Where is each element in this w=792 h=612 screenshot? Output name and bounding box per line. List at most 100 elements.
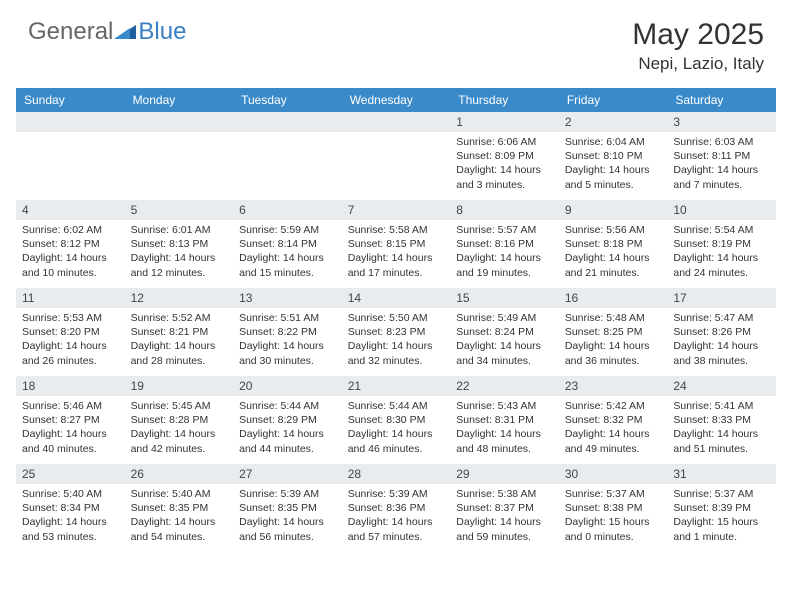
day-content: Sunrise: 6:01 AMSunset: 8:13 PMDaylight:… bbox=[125, 220, 234, 284]
calendar-row: 25Sunrise: 5:40 AMSunset: 8:34 PMDayligh… bbox=[16, 464, 776, 552]
day-content: Sunrise: 5:52 AMSunset: 8:21 PMDaylight:… bbox=[125, 308, 234, 372]
calendar-cell: 6Sunrise: 5:59 AMSunset: 8:14 PMDaylight… bbox=[233, 200, 342, 288]
weekday-header: Tuesday bbox=[233, 88, 342, 112]
day-content: Sunrise: 5:59 AMSunset: 8:14 PMDaylight:… bbox=[233, 220, 342, 284]
header: General Blue May 2025 Nepi, Lazio, Italy bbox=[0, 0, 792, 82]
day-number-bar: 3 bbox=[667, 112, 776, 132]
logo-text-2: Blue bbox=[138, 18, 186, 46]
day-content: Sunrise: 5:58 AMSunset: 8:15 PMDaylight:… bbox=[342, 220, 451, 284]
day-number-bar: 2 bbox=[559, 112, 668, 132]
calendar-cell: 5Sunrise: 6:01 AMSunset: 8:13 PMDaylight… bbox=[125, 200, 234, 288]
calendar-cell: 18Sunrise: 5:46 AMSunset: 8:27 PMDayligh… bbox=[16, 376, 125, 464]
calendar-cell: 10Sunrise: 5:54 AMSunset: 8:19 PMDayligh… bbox=[667, 200, 776, 288]
calendar-cell: 22Sunrise: 5:43 AMSunset: 8:31 PMDayligh… bbox=[450, 376, 559, 464]
calendar-cell: 14Sunrise: 5:50 AMSunset: 8:23 PMDayligh… bbox=[342, 288, 451, 376]
calendar-cell: 9Sunrise: 5:56 AMSunset: 8:18 PMDaylight… bbox=[559, 200, 668, 288]
logo-triangle-icon bbox=[114, 23, 136, 41]
location: Nepi, Lazio, Italy bbox=[632, 54, 764, 74]
title-block: May 2025 Nepi, Lazio, Italy bbox=[632, 18, 764, 74]
day-content: Sunrise: 5:39 AMSunset: 8:36 PMDaylight:… bbox=[342, 484, 451, 548]
calendar-row: 11Sunrise: 5:53 AMSunset: 8:20 PMDayligh… bbox=[16, 288, 776, 376]
day-number-bar: 10 bbox=[667, 200, 776, 220]
calendar-cell: 1Sunrise: 6:06 AMSunset: 8:09 PMDaylight… bbox=[450, 112, 559, 200]
day-number-bar: 1 bbox=[450, 112, 559, 132]
day-number-bar: 27 bbox=[233, 464, 342, 484]
calendar-cell: 15Sunrise: 5:49 AMSunset: 8:24 PMDayligh… bbox=[450, 288, 559, 376]
calendar-row: 1Sunrise: 6:06 AMSunset: 8:09 PMDaylight… bbox=[16, 112, 776, 200]
day-number-bar: 31 bbox=[667, 464, 776, 484]
day-content: Sunrise: 5:43 AMSunset: 8:31 PMDaylight:… bbox=[450, 396, 559, 460]
day-number-bar: 20 bbox=[233, 376, 342, 396]
day-number-bar: 15 bbox=[450, 288, 559, 308]
logo: General Blue bbox=[28, 18, 186, 46]
day-number-bar: 28 bbox=[342, 464, 451, 484]
calendar-cell: 30Sunrise: 5:37 AMSunset: 8:38 PMDayligh… bbox=[559, 464, 668, 552]
weekday-header: Thursday bbox=[450, 88, 559, 112]
day-content: Sunrise: 5:39 AMSunset: 8:35 PMDaylight:… bbox=[233, 484, 342, 548]
day-number-bar: 18 bbox=[16, 376, 125, 396]
weekday-header: Friday bbox=[559, 88, 668, 112]
day-content: Sunrise: 6:04 AMSunset: 8:10 PMDaylight:… bbox=[559, 132, 668, 196]
day-content: Sunrise: 5:38 AMSunset: 8:37 PMDaylight:… bbox=[450, 484, 559, 548]
calendar-cell: 31Sunrise: 5:37 AMSunset: 8:39 PMDayligh… bbox=[667, 464, 776, 552]
calendar-cell: 12Sunrise: 5:52 AMSunset: 8:21 PMDayligh… bbox=[125, 288, 234, 376]
calendar-cell: 20Sunrise: 5:44 AMSunset: 8:29 PMDayligh… bbox=[233, 376, 342, 464]
calendar-body: 1Sunrise: 6:06 AMSunset: 8:09 PMDaylight… bbox=[16, 112, 776, 552]
day-content: Sunrise: 5:51 AMSunset: 8:22 PMDaylight:… bbox=[233, 308, 342, 372]
day-number-bar: 19 bbox=[125, 376, 234, 396]
day-number-bar: 25 bbox=[16, 464, 125, 484]
day-content: Sunrise: 5:48 AMSunset: 8:25 PMDaylight:… bbox=[559, 308, 668, 372]
day-content: Sunrise: 5:57 AMSunset: 8:16 PMDaylight:… bbox=[450, 220, 559, 284]
weekday-header: Monday bbox=[125, 88, 234, 112]
calendar-cell: 16Sunrise: 5:48 AMSunset: 8:25 PMDayligh… bbox=[559, 288, 668, 376]
calendar-cell bbox=[342, 112, 451, 200]
day-number-bar: 14 bbox=[342, 288, 451, 308]
day-content: Sunrise: 5:49 AMSunset: 8:24 PMDaylight:… bbox=[450, 308, 559, 372]
calendar-cell: 27Sunrise: 5:39 AMSunset: 8:35 PMDayligh… bbox=[233, 464, 342, 552]
day-content: Sunrise: 6:03 AMSunset: 8:11 PMDaylight:… bbox=[667, 132, 776, 196]
day-content: Sunrise: 6:02 AMSunset: 8:12 PMDaylight:… bbox=[16, 220, 125, 284]
calendar-cell bbox=[125, 112, 234, 200]
calendar-cell: 25Sunrise: 5:40 AMSunset: 8:34 PMDayligh… bbox=[16, 464, 125, 552]
calendar-cell: 11Sunrise: 5:53 AMSunset: 8:20 PMDayligh… bbox=[16, 288, 125, 376]
calendar-cell: 26Sunrise: 5:40 AMSunset: 8:35 PMDayligh… bbox=[125, 464, 234, 552]
logo-text-1: General bbox=[28, 18, 113, 46]
day-content: Sunrise: 5:44 AMSunset: 8:29 PMDaylight:… bbox=[233, 396, 342, 460]
calendar-cell: 29Sunrise: 5:38 AMSunset: 8:37 PMDayligh… bbox=[450, 464, 559, 552]
day-number-bar: 8 bbox=[450, 200, 559, 220]
day-content: Sunrise: 5:37 AMSunset: 8:38 PMDaylight:… bbox=[559, 484, 668, 548]
calendar-cell: 7Sunrise: 5:58 AMSunset: 8:15 PMDaylight… bbox=[342, 200, 451, 288]
day-content: Sunrise: 5:50 AMSunset: 8:23 PMDaylight:… bbox=[342, 308, 451, 372]
day-number-bar: 21 bbox=[342, 376, 451, 396]
month-title: May 2025 bbox=[632, 18, 764, 52]
calendar-cell: 17Sunrise: 5:47 AMSunset: 8:26 PMDayligh… bbox=[667, 288, 776, 376]
weekday-header: Sunday bbox=[16, 88, 125, 112]
day-number-bar: 30 bbox=[559, 464, 668, 484]
calendar-cell: 8Sunrise: 5:57 AMSunset: 8:16 PMDaylight… bbox=[450, 200, 559, 288]
calendar-cell: 2Sunrise: 6:04 AMSunset: 8:10 PMDaylight… bbox=[559, 112, 668, 200]
day-content: Sunrise: 5:44 AMSunset: 8:30 PMDaylight:… bbox=[342, 396, 451, 460]
calendar-cell: 3Sunrise: 6:03 AMSunset: 8:11 PMDaylight… bbox=[667, 112, 776, 200]
day-number-bar: 16 bbox=[559, 288, 668, 308]
day-number-bar: 5 bbox=[125, 200, 234, 220]
calendar-cell: 21Sunrise: 5:44 AMSunset: 8:30 PMDayligh… bbox=[342, 376, 451, 464]
day-content: Sunrise: 5:40 AMSunset: 8:35 PMDaylight:… bbox=[125, 484, 234, 548]
day-number-bar: 23 bbox=[559, 376, 668, 396]
day-number-bar: 29 bbox=[450, 464, 559, 484]
calendar-cell bbox=[16, 112, 125, 200]
day-number-bar bbox=[342, 112, 451, 132]
calendar-row: 18Sunrise: 5:46 AMSunset: 8:27 PMDayligh… bbox=[16, 376, 776, 464]
calendar-cell bbox=[233, 112, 342, 200]
day-content: Sunrise: 5:47 AMSunset: 8:26 PMDaylight:… bbox=[667, 308, 776, 372]
day-content: Sunrise: 5:56 AMSunset: 8:18 PMDaylight:… bbox=[559, 220, 668, 284]
day-number-bar: 11 bbox=[16, 288, 125, 308]
day-number-bar: 17 bbox=[667, 288, 776, 308]
weekday-header-row: SundayMondayTuesdayWednesdayThursdayFrid… bbox=[16, 88, 776, 112]
weekday-header: Wednesday bbox=[342, 88, 451, 112]
day-content: Sunrise: 5:40 AMSunset: 8:34 PMDaylight:… bbox=[16, 484, 125, 548]
day-number-bar: 26 bbox=[125, 464, 234, 484]
weekday-header: Saturday bbox=[667, 88, 776, 112]
day-content: Sunrise: 5:46 AMSunset: 8:27 PMDaylight:… bbox=[16, 396, 125, 460]
day-number-bar: 7 bbox=[342, 200, 451, 220]
day-number-bar: 6 bbox=[233, 200, 342, 220]
